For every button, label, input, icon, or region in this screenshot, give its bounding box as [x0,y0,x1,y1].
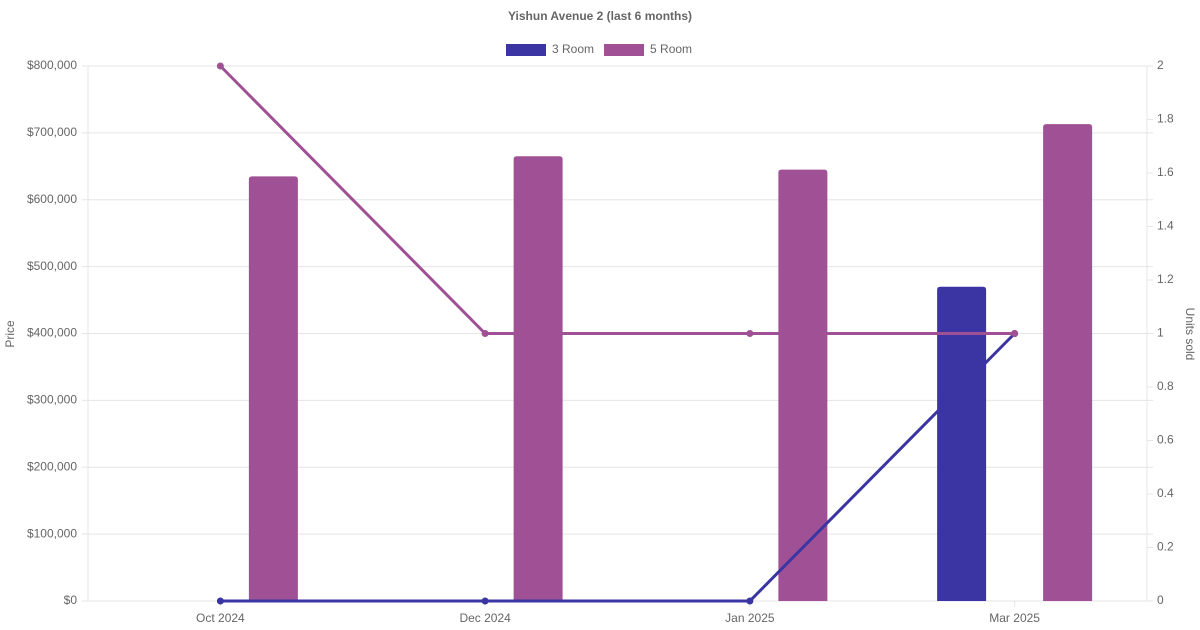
legend-swatch [506,44,546,56]
y2-tick-label: 0.8 [1157,379,1174,393]
y-tick-label: $600,000 [27,192,77,206]
line-point [481,330,489,337]
x-tick-label: Jan 2025 [725,611,775,625]
y2-tick-label: 2 [1157,58,1164,72]
bar [778,169,828,601]
y2-tick-label: 0.6 [1157,433,1174,447]
y-axis-label: Price [3,320,17,348]
bar [1043,124,1093,602]
legend-label: 3 Room [552,42,594,56]
line-point [746,330,754,337]
y-tick-label: $500,000 [27,259,77,273]
y-tick-label: $200,000 [27,459,77,473]
y-tick-label: $700,000 [27,125,77,139]
x-tick-label: Dec 2024 [459,611,511,625]
x-tick-label: Oct 2024 [196,611,245,625]
y-tick-label: $800,000 [27,58,77,72]
line [220,332,1016,603]
line-point [746,597,754,605]
line-point [1011,330,1019,337]
bar [937,286,987,601]
y2-tick-label: 1 [1157,326,1164,340]
y2-tick-label: 0 [1157,593,1164,607]
y2-axis-label: Units sold [1183,308,1197,361]
y-tick-label: $300,000 [27,393,77,407]
legend-swatch [604,44,645,56]
bar [248,176,298,601]
line-point [216,62,224,70]
y2-tick-label: 0.2 [1157,540,1174,554]
y-tick-label: $0 [64,593,78,607]
legend-label: 5 Room [650,42,692,56]
y2-tick-label: 1.8 [1157,112,1174,126]
y2-tick-label: 0.4 [1157,486,1174,500]
y2-tick-label: 1.4 [1157,219,1174,233]
y-tick-label: $100,000 [27,526,77,540]
line-point [481,597,489,605]
line [219,64,1015,335]
bar [513,156,563,601]
y2-tick-label: 1.6 [1157,165,1174,179]
y2-tick-label: 1.2 [1157,272,1174,286]
line-point [216,597,224,605]
chart-title: Yishun Avenue 2 (last 6 months) [508,9,692,23]
x-tick-label: Mar 2025 [989,611,1040,625]
y-tick-label: $400,000 [27,326,77,340]
